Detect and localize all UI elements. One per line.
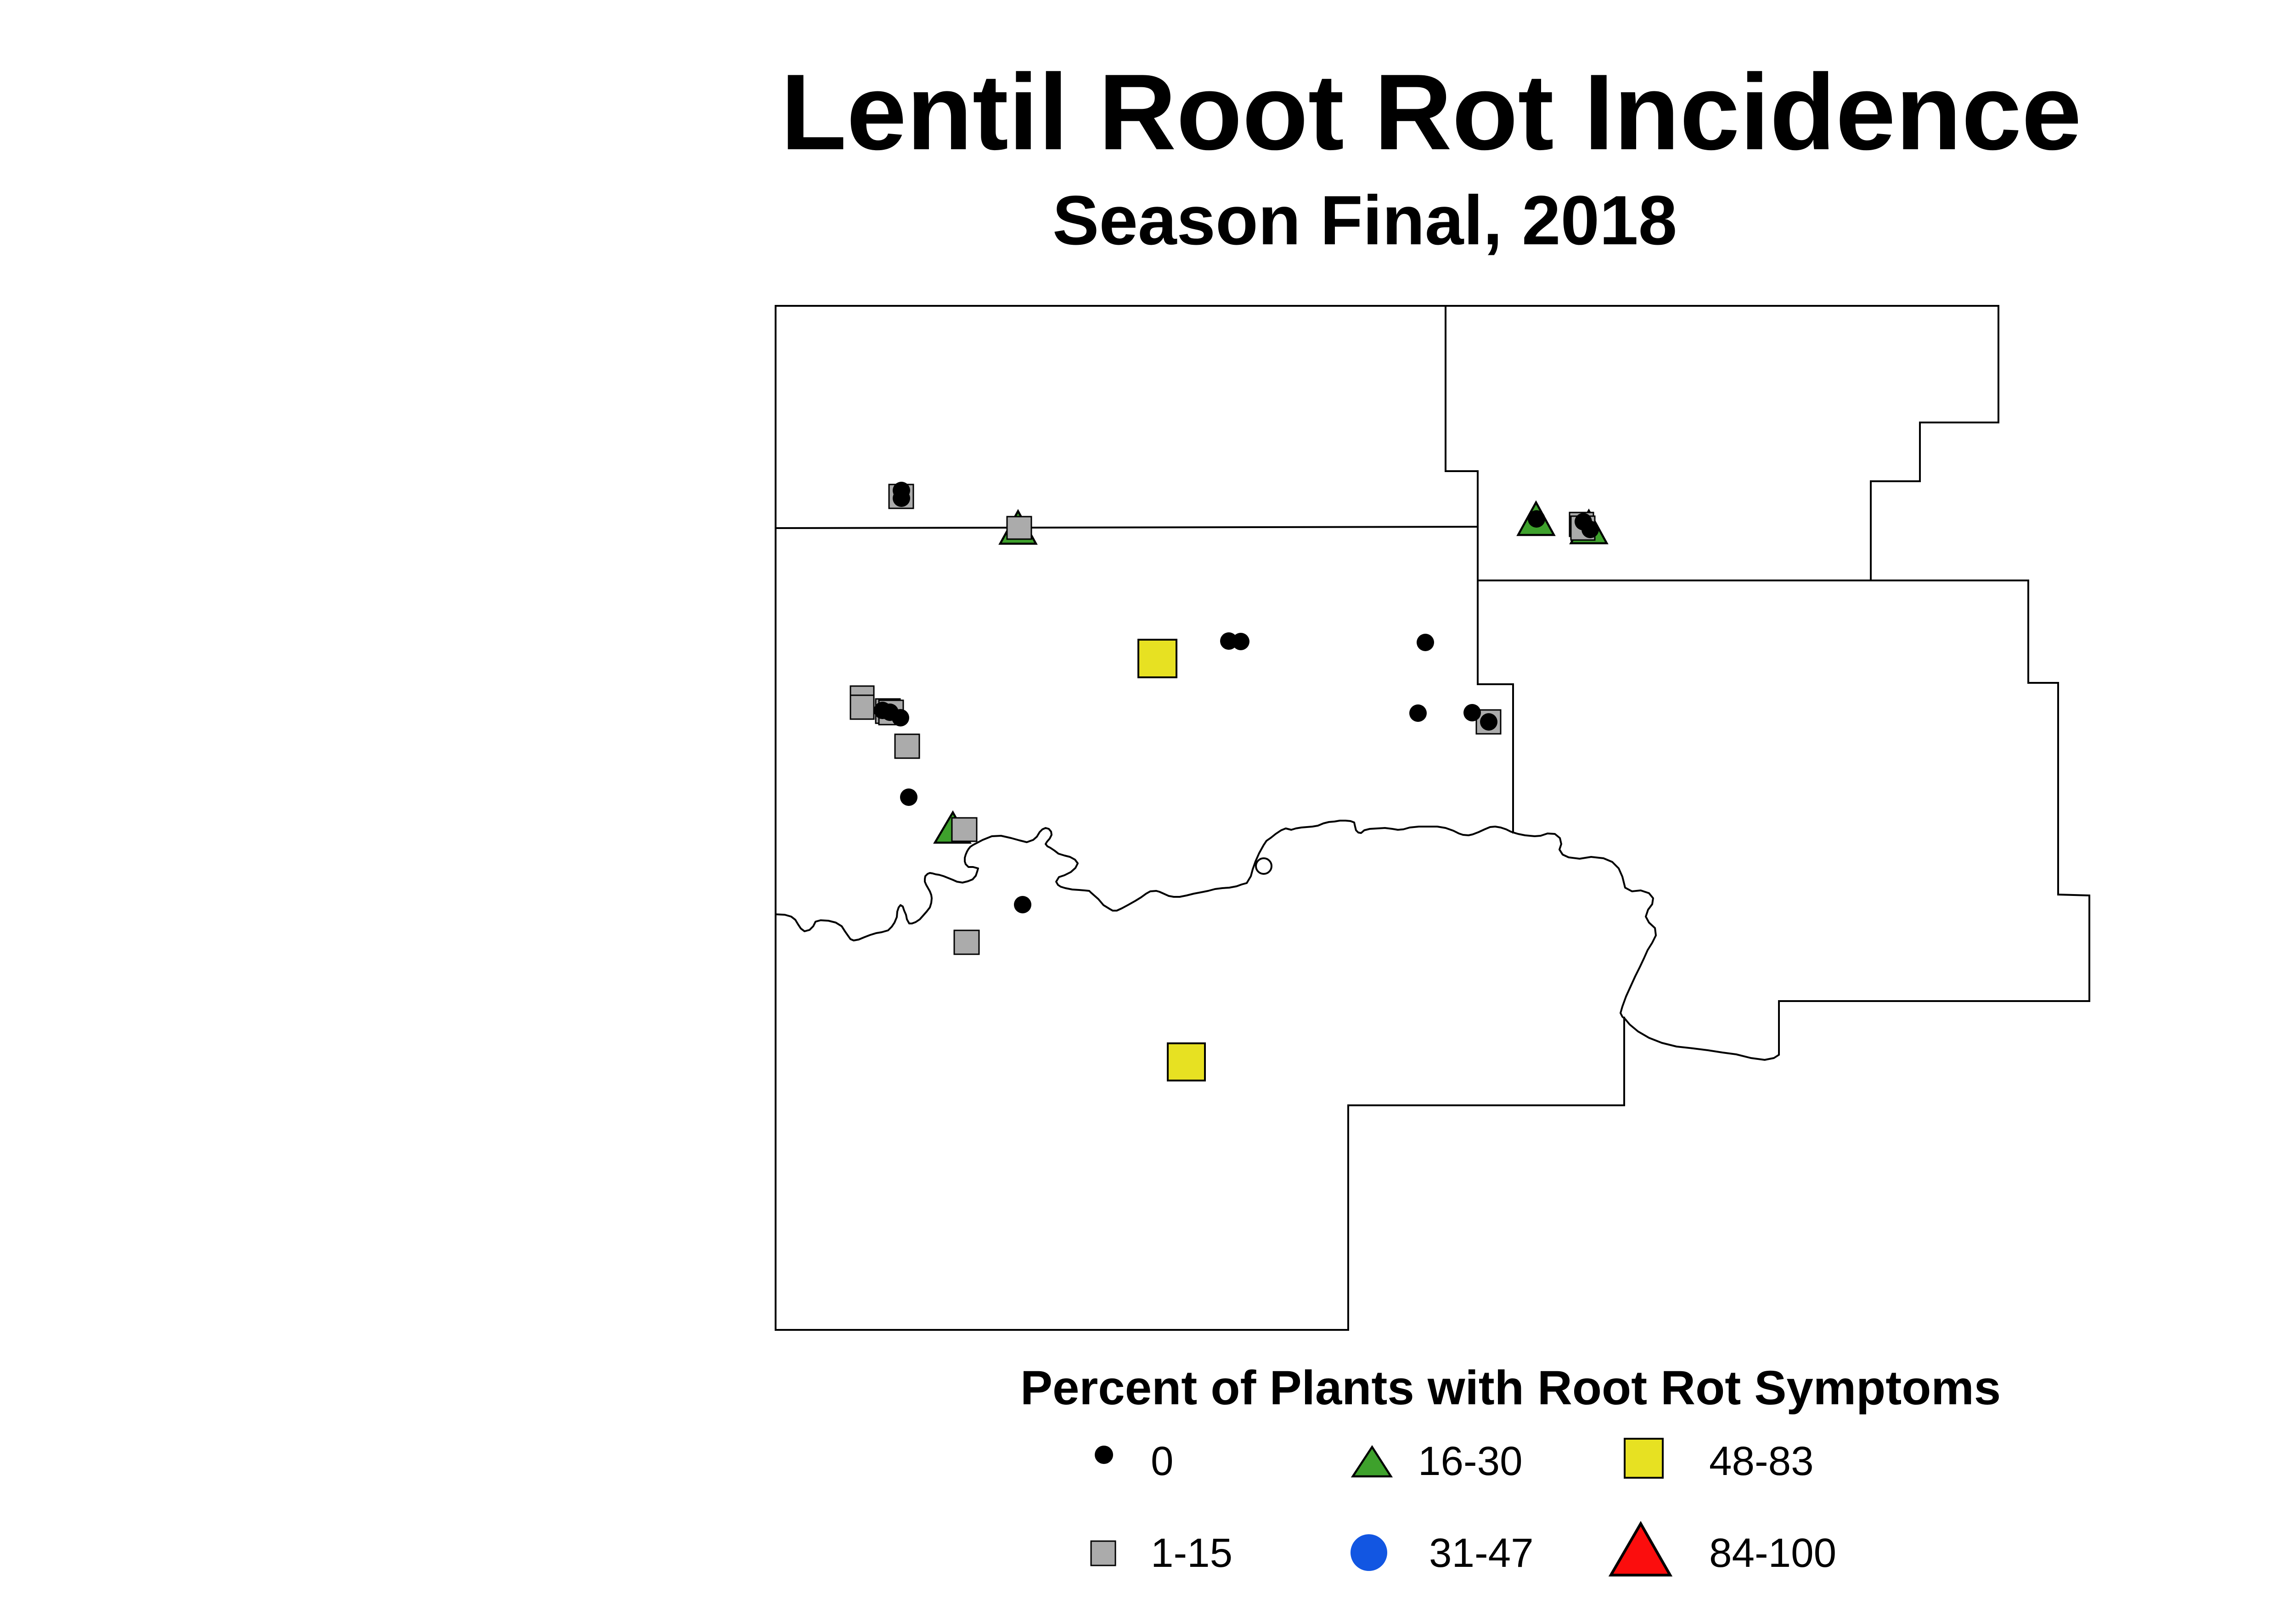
- svg-text:84-100: 84-100: [1709, 1530, 1836, 1576]
- svg-text:Lentil Root Rot Incidence: Lentil Root Rot Incidence: [781, 51, 2082, 172]
- svg-text:Percent of Plants with Root Ro: Percent of Plants with Root Rot Symptoms: [1020, 1361, 2001, 1415]
- svg-text:16-30: 16-30: [1418, 1438, 1523, 1484]
- svg-text:1-15: 1-15: [1151, 1530, 1232, 1576]
- svg-text:31-47: 31-47: [1429, 1530, 1534, 1576]
- svg-text:Season Final, 2018: Season Final, 2018: [1052, 181, 1677, 259]
- svg-text:0: 0: [1151, 1438, 1174, 1484]
- svg-text:48-83: 48-83: [1709, 1438, 1814, 1484]
